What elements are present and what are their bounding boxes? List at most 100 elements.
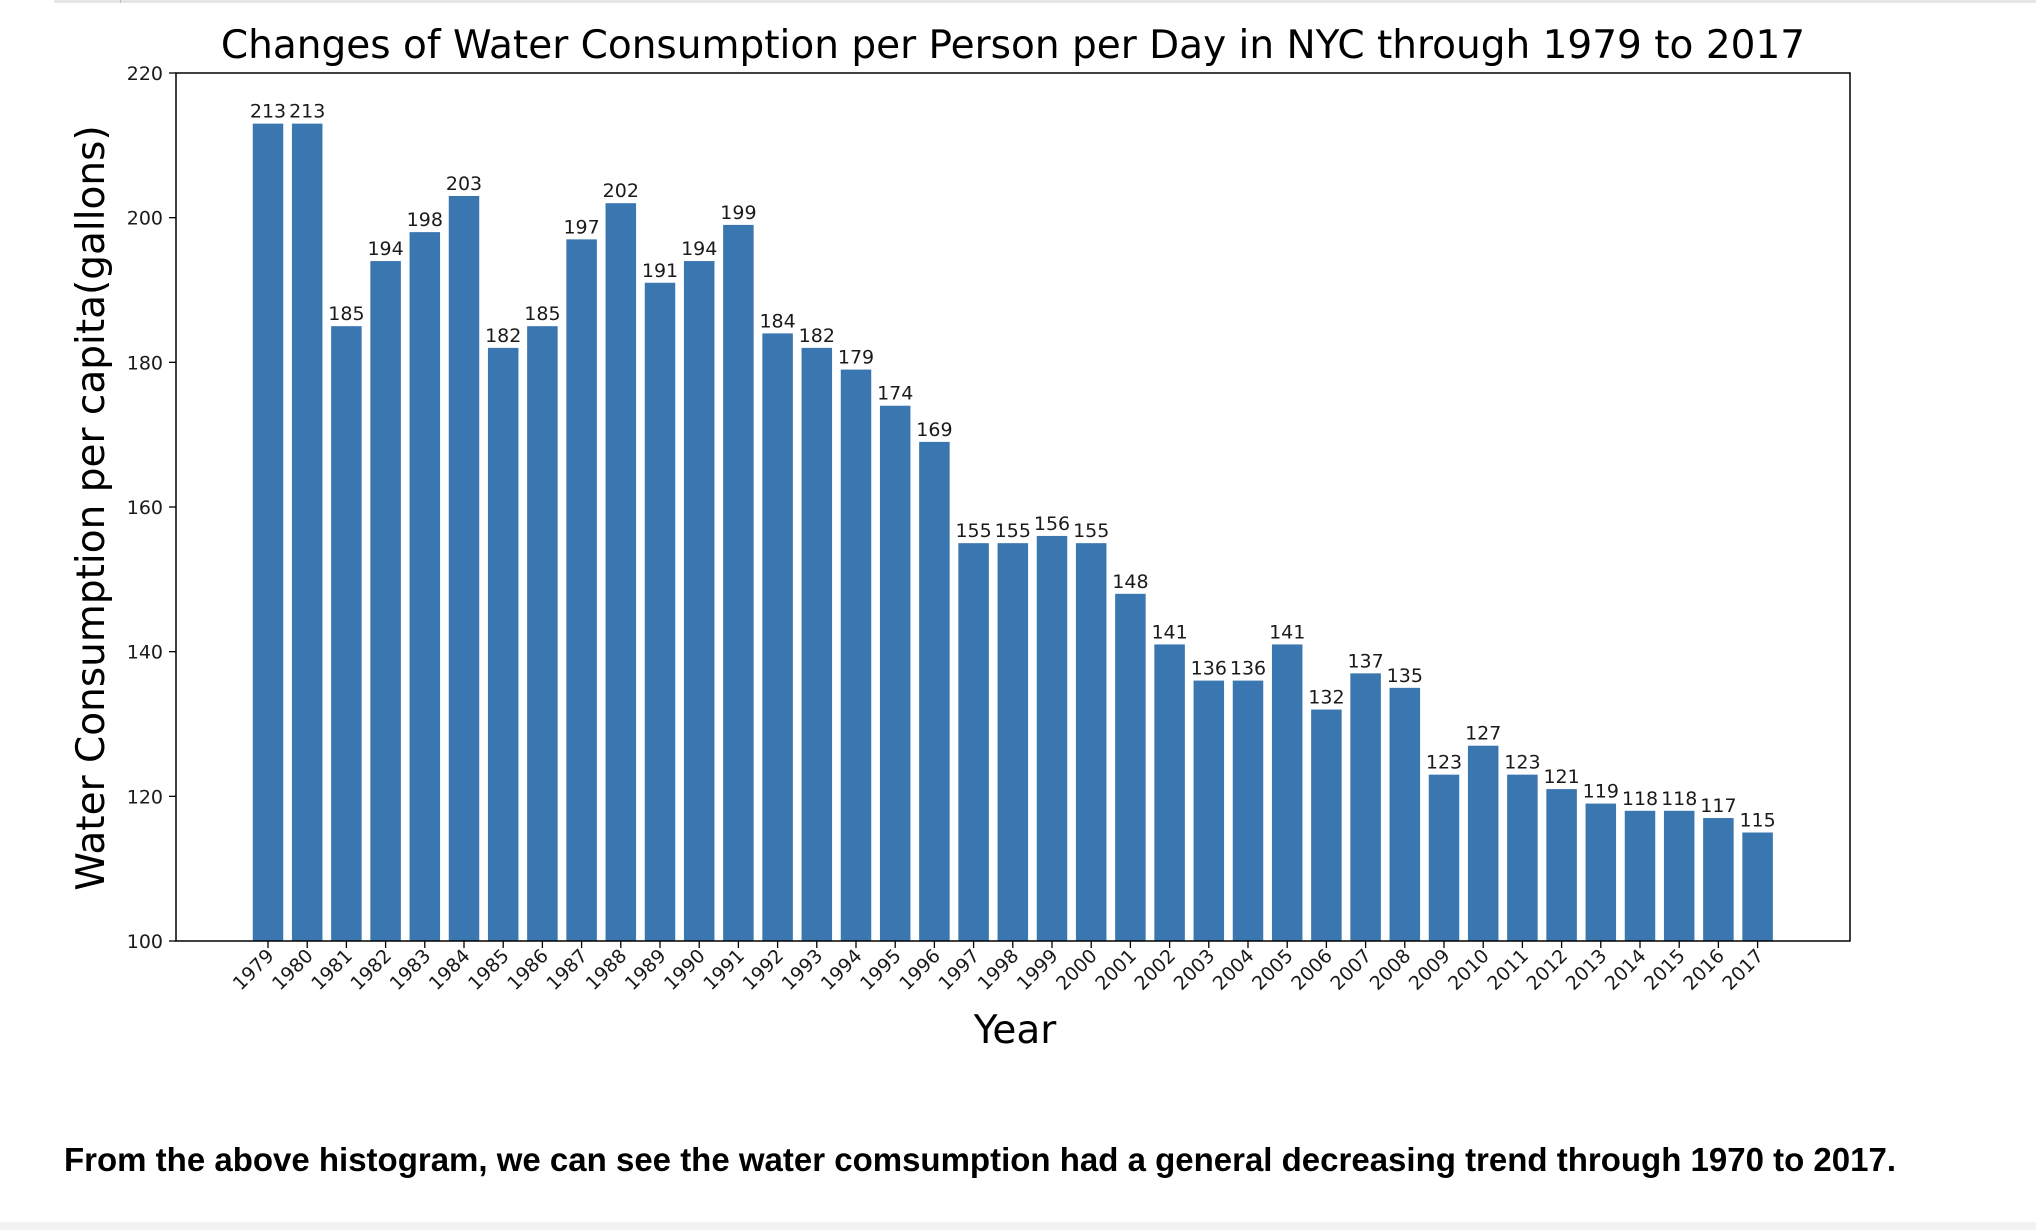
- bar-value-label: 155: [995, 520, 1031, 542]
- bar-value-label: 169: [916, 419, 952, 441]
- bar-2008: [1389, 687, 1421, 941]
- x-tick-label: 1979: [229, 945, 279, 995]
- x-tick-label: 1982: [346, 945, 396, 995]
- bar-1994: [840, 369, 872, 942]
- bar-1986: [527, 326, 558, 942]
- plot-area: 100 120 140 160 180 200 220 213 1979 213 1980 185 19…: [127, 63, 1851, 995]
- bar-2002: [1154, 644, 1185, 941]
- x-tick-label: 1997: [934, 945, 984, 995]
- x-tick-label: 1986: [503, 945, 553, 995]
- bar-value-label: 119: [1583, 781, 1619, 803]
- x-tick-label: 2015: [1640, 945, 1690, 995]
- bar-value-label: 203: [446, 173, 482, 195]
- bar-1981: [331, 326, 362, 942]
- bar-value-label: 115: [1739, 810, 1775, 832]
- y-tick-label: 180: [127, 352, 163, 374]
- bar-1991: [723, 224, 754, 941]
- x-tick-label: 2013: [1562, 945, 1612, 995]
- bar-value-label: 199: [720, 202, 756, 224]
- bar-1980: [291, 123, 323, 942]
- bar-value-label: 202: [603, 180, 639, 202]
- bar-value-label: 184: [759, 310, 795, 332]
- bar-2014: [1624, 810, 1656, 941]
- x-tick-label: 2001: [1091, 945, 1141, 995]
- y-tick-label: 100: [127, 931, 163, 953]
- bar-2012: [1546, 789, 1577, 941]
- bar-1995: [879, 405, 911, 941]
- x-tick-label: 2009: [1405, 945, 1455, 995]
- bar-1989: [644, 282, 676, 941]
- x-tick-label: 1992: [738, 945, 788, 995]
- x-tick-label: 1993: [778, 945, 828, 995]
- bar-1985: [487, 347, 519, 941]
- bar-value-label: 179: [838, 347, 874, 369]
- x-tick-label: 1998: [974, 945, 1024, 995]
- bar-2006: [1311, 709, 1342, 941]
- y-tick-label: 140: [127, 642, 163, 664]
- bar-value-label: 155: [955, 520, 991, 542]
- x-tick-label: 1989: [621, 945, 671, 995]
- x-tick-label: 2008: [1366, 945, 1416, 995]
- bar-value-label: 136: [1230, 658, 1266, 680]
- top-divider: [54, 0, 2036, 3]
- bar-1996: [919, 441, 950, 941]
- plot-frame: [175, 72, 1851, 942]
- chart-title: Changes of Water Consumption per Person …: [221, 23, 1805, 68]
- x-tick-label: 1987: [542, 945, 592, 995]
- bar-1983: [409, 232, 441, 942]
- x-tick-label: 2006: [1287, 945, 1337, 995]
- bar-2015: [1663, 810, 1695, 941]
- bar-1984: [448, 195, 480, 941]
- analysis-caption: From the above histogram, we can see the…: [64, 1141, 1896, 1178]
- x-tick-label: 1990: [660, 945, 710, 995]
- bar-value-label: 182: [799, 325, 835, 347]
- bar-value-label: 141: [1151, 621, 1187, 643]
- x-tick-label: 2016: [1679, 945, 1729, 995]
- x-tick-label: 2004: [1209, 945, 1259, 995]
- x-tick-label: 1984: [425, 945, 475, 995]
- bar-value-label: 197: [563, 216, 599, 238]
- bar-1988: [605, 203, 637, 941]
- x-tick-label: 1981: [307, 945, 357, 995]
- x-tick-label: 1983: [386, 945, 436, 995]
- bar-value-label: 123: [1504, 752, 1540, 774]
- bar-2007: [1350, 673, 1381, 941]
- x-tick-label: 1991: [699, 945, 749, 995]
- bar-1999: [1036, 535, 1068, 941]
- bar-2013: [1585, 803, 1617, 941]
- bar-1979: [252, 123, 284, 942]
- bar-value-label: 121: [1543, 766, 1579, 788]
- bar-value-label: 156: [1034, 513, 1070, 535]
- bar-value-label: 132: [1308, 687, 1344, 709]
- x-tick-label: 2000: [1052, 945, 1102, 995]
- bar-2010: [1467, 745, 1499, 941]
- bar-1993: [801, 347, 833, 941]
- bar-value-label: 148: [1112, 571, 1148, 593]
- bar-value-label: 174: [877, 383, 913, 405]
- x-tick-label: 2007: [1326, 945, 1376, 995]
- bar-value-label: 117: [1700, 795, 1736, 817]
- bar-value-label: 135: [1387, 665, 1423, 687]
- y-tick-label: 220: [127, 63, 163, 85]
- bar-value-label: 118: [1661, 788, 1697, 810]
- bar-value-label: 194: [367, 238, 403, 260]
- x-tick-label: 1988: [582, 945, 632, 995]
- y-tick-label: 120: [127, 786, 163, 808]
- bar-1982: [370, 261, 401, 942]
- bar-value-label: 118: [1622, 788, 1658, 810]
- bar-1987: [566, 239, 597, 941]
- x-tick-label: 2011: [1483, 945, 1533, 995]
- bar-value-label: 182: [485, 325, 521, 347]
- bar-1997: [958, 543, 989, 941]
- bar-2004: [1232, 680, 1264, 941]
- x-tick-label: 1996: [895, 945, 945, 995]
- bar-1998: [997, 543, 1029, 941]
- x-axis-label: Year: [973, 1008, 1058, 1053]
- bar-2016: [1703, 818, 1734, 941]
- x-tick-label: 2003: [1170, 945, 1220, 995]
- top-divider-tick: [120, 0, 121, 3]
- x-tick-label: 2005: [1248, 945, 1298, 995]
- bar-value-label: 141: [1269, 621, 1305, 643]
- x-tick-label: 2014: [1601, 945, 1651, 995]
- bar-chart: Changes of Water Consumption per Person …: [69, 23, 1851, 1053]
